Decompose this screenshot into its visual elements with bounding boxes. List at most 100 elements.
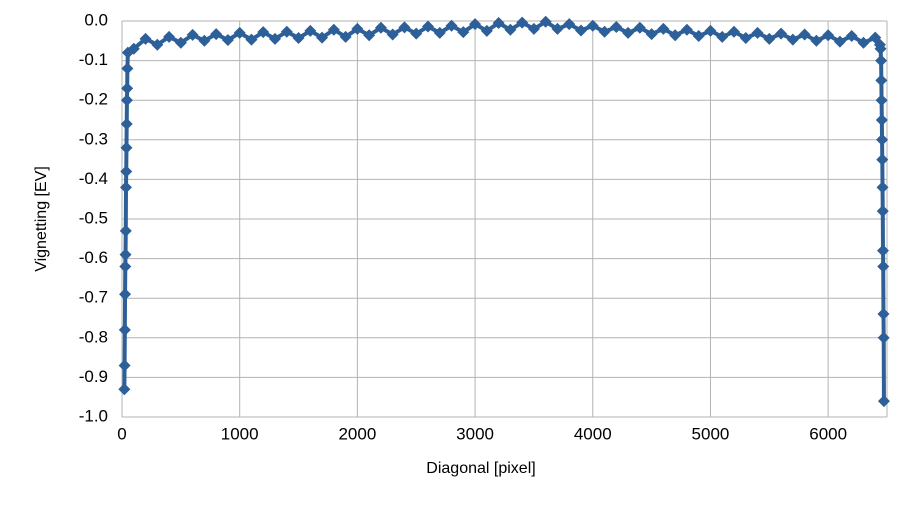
data-point xyxy=(833,35,846,48)
data-point xyxy=(119,260,132,273)
data-point xyxy=(598,25,611,38)
x-tick-label: 0 xyxy=(117,424,126,443)
y-axis-title: Vignetting [EV] xyxy=(33,166,50,272)
y-tick-label: -0.4 xyxy=(79,169,108,188)
data-point xyxy=(680,23,693,36)
data-point xyxy=(810,34,823,47)
data-point xyxy=(669,29,682,42)
data-point xyxy=(633,21,646,34)
data-point xyxy=(245,33,258,46)
data-point xyxy=(120,165,133,178)
x-tick-label: 4000 xyxy=(574,424,612,443)
x-tick-label: 5000 xyxy=(692,424,730,443)
data-point xyxy=(539,15,552,28)
data-point xyxy=(504,23,517,36)
data-point xyxy=(445,19,458,32)
x-tick-label: 6000 xyxy=(809,424,847,443)
data-point xyxy=(575,24,587,37)
data-point xyxy=(798,28,811,41)
data-point xyxy=(269,32,281,45)
x-tick-label: 1000 xyxy=(221,424,259,443)
data-point xyxy=(127,42,140,55)
data-point xyxy=(527,22,540,35)
data-point xyxy=(775,27,788,40)
x-axis-title: Diagonal [pixel] xyxy=(426,460,535,477)
y-tick-label: -0.2 xyxy=(79,90,108,109)
data-point xyxy=(119,224,132,237)
data-point xyxy=(876,181,889,194)
x-tick-label: 2000 xyxy=(338,424,376,443)
data-point xyxy=(374,21,387,34)
data-point xyxy=(704,24,717,37)
data-point xyxy=(469,18,482,31)
data-point xyxy=(457,26,470,39)
data-point xyxy=(622,26,635,39)
data-point xyxy=(120,117,133,130)
x-tick-label: 3000 xyxy=(456,424,494,443)
data-point xyxy=(339,30,352,43)
data-point xyxy=(876,153,889,166)
data-point xyxy=(304,24,317,37)
data-point xyxy=(876,133,889,146)
data-point xyxy=(845,30,858,43)
data-point xyxy=(174,36,187,49)
data-point xyxy=(410,27,423,40)
y-tick-label: -0.9 xyxy=(79,367,108,386)
data-point xyxy=(210,28,223,41)
data-point xyxy=(186,28,199,41)
data-point xyxy=(739,32,752,45)
data-point xyxy=(327,23,340,36)
data-point xyxy=(118,323,131,336)
data-point xyxy=(121,62,134,75)
data-point xyxy=(763,32,776,45)
data-point xyxy=(877,308,890,321)
data-point xyxy=(363,29,376,42)
data-point xyxy=(874,42,887,55)
data-point xyxy=(316,31,329,44)
data-point xyxy=(877,260,890,273)
data-point xyxy=(875,54,888,67)
data-point xyxy=(692,30,705,43)
data-point xyxy=(586,19,599,32)
data-point xyxy=(198,34,211,47)
data-point xyxy=(119,288,132,301)
data-point xyxy=(516,16,529,29)
data-point xyxy=(645,28,658,41)
data-point xyxy=(386,28,399,41)
data-point xyxy=(875,74,888,87)
data-point xyxy=(822,29,835,42)
data-point xyxy=(233,26,246,39)
y-tick-label: -0.8 xyxy=(79,327,108,346)
y-tick-label: -0.1 xyxy=(79,50,108,69)
data-point xyxy=(120,181,133,194)
data-point xyxy=(875,94,888,107)
y-tick-label: -1.0 xyxy=(79,406,108,425)
y-tick-label: -0.7 xyxy=(79,288,108,307)
y-tick-label: -0.5 xyxy=(79,208,108,227)
data-point xyxy=(857,36,870,49)
data-point xyxy=(139,32,152,45)
data-point xyxy=(492,16,505,29)
data-point xyxy=(151,38,164,51)
data-point xyxy=(163,30,176,43)
data-point xyxy=(877,395,890,408)
data-point xyxy=(121,82,134,95)
data-point xyxy=(480,24,493,37)
y-tick-label: -0.3 xyxy=(79,129,108,148)
y-tick-label: 0.0 xyxy=(84,10,108,29)
data-point xyxy=(351,22,364,35)
data-point xyxy=(292,32,305,45)
data-point xyxy=(728,25,740,38)
data-point xyxy=(876,244,889,257)
data-point xyxy=(751,26,764,39)
data-point xyxy=(398,21,411,34)
data-point xyxy=(786,33,799,46)
data-point xyxy=(551,22,564,35)
y-tick-label: -0.6 xyxy=(79,248,108,267)
data-point xyxy=(120,141,133,154)
data-point xyxy=(875,114,888,126)
data-point xyxy=(657,22,670,35)
data-point xyxy=(877,331,890,344)
